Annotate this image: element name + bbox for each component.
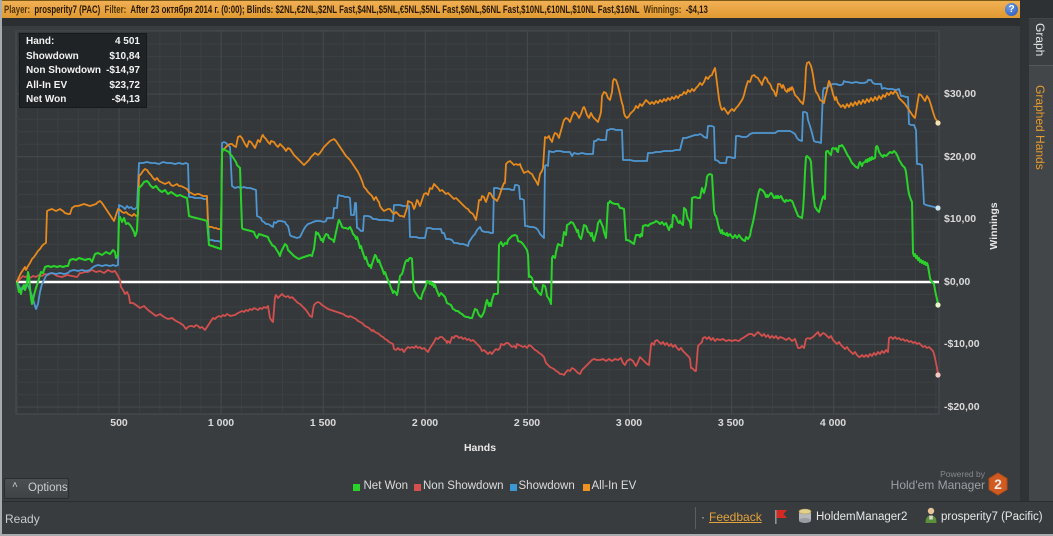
svg-text:2: 2 [994, 476, 1002, 492]
